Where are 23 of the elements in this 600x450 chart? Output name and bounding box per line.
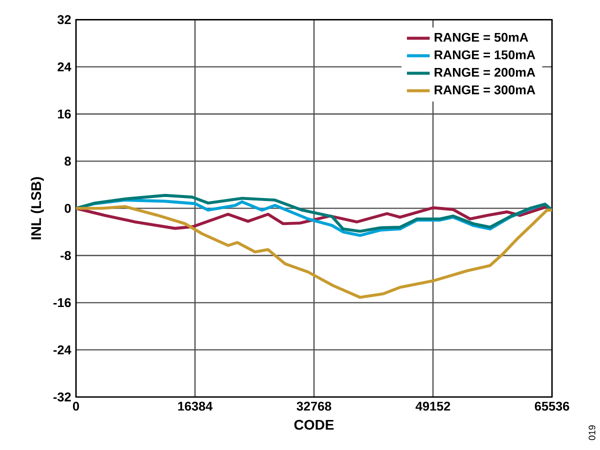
x-tick-label: 16384: [178, 402, 213, 411]
y-tick-label: -32: [53, 392, 71, 402]
legend-label: RANGE = 50mA: [434, 32, 528, 42]
x-tick-label: 32768: [296, 402, 332, 411]
y-tick-label: 24: [58, 62, 72, 72]
y-tick-label: 16: [58, 110, 71, 118]
y-tick-label: 0: [64, 204, 71, 213]
y-tick-label: -16: [53, 298, 71, 308]
y-tick-label: -8: [60, 251, 71, 260]
x-tick-label: 49152: [416, 402, 450, 411]
legend-label: RANGE = 150mA: [434, 50, 536, 60]
y-axis-title: INL (LSB): [30, 177, 44, 240]
legend-label: RANGE = 300mA: [434, 85, 536, 94]
x-tick-label: 65536: [534, 402, 570, 411]
y-tick-label: 32: [57, 15, 71, 24]
y-tick-label: -24: [53, 345, 72, 354]
x-tick-label: 0: [72, 402, 80, 411]
x-axis-title: CODE: [294, 420, 334, 430]
legend-label: RANGE = 200mA: [434, 68, 536, 77]
y-tick-label: 8: [64, 156, 71, 166]
text: 019: [588, 425, 596, 440]
line-series: [76, 205, 552, 299]
line-series: [76, 194, 552, 233]
